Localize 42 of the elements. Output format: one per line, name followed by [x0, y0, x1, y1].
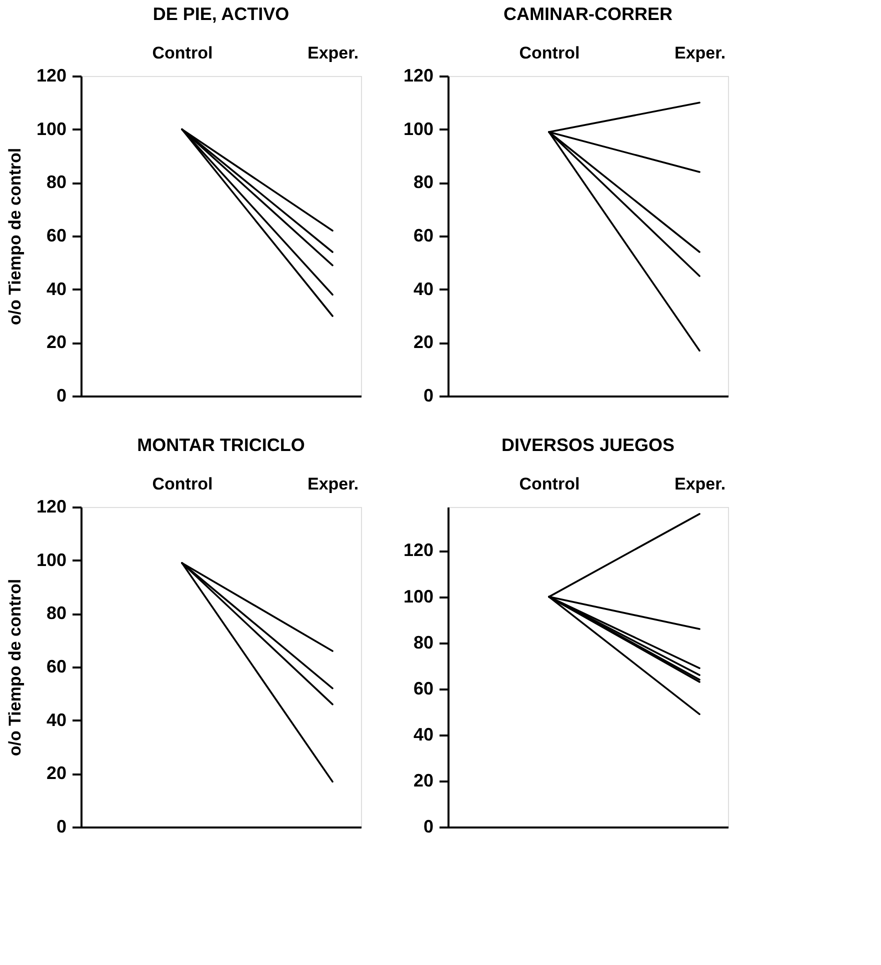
y-tick-label: 0 [56, 386, 66, 406]
chart-title: CAMINAR-CORRER [504, 4, 672, 24]
y-tick-label: 40 [413, 278, 434, 299]
y-tick-label: 20 [46, 332, 66, 352]
y-tick-label: 80 [413, 172, 434, 192]
y-tick-label: 80 [413, 632, 434, 652]
y-tick-label: 20 [413, 332, 434, 352]
y-tick-label: 100 [36, 118, 66, 139]
y-tick-label: 120 [36, 496, 66, 516]
y-tick-label: 40 [46, 710, 66, 730]
x-tick-label: Control [519, 44, 580, 62]
y-tick-label: 120 [403, 66, 434, 86]
x-tick-label: Control [519, 474, 580, 494]
y-tick-label: 60 [413, 226, 434, 246]
chart-title: MONTAR TRICICLO [137, 435, 305, 455]
x-tick-label: Control [152, 474, 213, 494]
y-axis-title: o/o Tiempo de control [5, 148, 24, 326]
y-tick-label: 60 [46, 656, 66, 676]
x-tick-label: Exper. [674, 44, 726, 62]
y-tick-label: 80 [46, 603, 66, 624]
y-axis-title: o/o Tiempo de control [5, 578, 24, 756]
chart-title: DE PIE, ACTIVO [152, 4, 290, 24]
y-tick-label: 40 [46, 278, 66, 299]
y-tick-label: 100 [403, 586, 434, 606]
y-tick-label: 60 [46, 226, 66, 246]
y-tick-label: 40 [413, 724, 434, 744]
y-tick-label: 60 [413, 678, 434, 698]
y-tick-label: 100 [403, 118, 434, 139]
x-tick-label: Control [152, 44, 213, 62]
y-tick-label: 100 [36, 550, 66, 570]
x-tick-label: Exper. [674, 474, 726, 494]
y-tick-label: 0 [423, 816, 434, 836]
x-tick-label: Exper. [307, 474, 359, 494]
x-tick-label: Exper. [307, 44, 359, 62]
y-tick-label: 20 [413, 770, 434, 790]
y-tick-label: 80 [46, 172, 66, 192]
y-tick-label: 120 [403, 540, 434, 560]
chart-title: DIVERSOS JUEGOS [501, 435, 675, 455]
y-tick-label: 0 [56, 816, 66, 836]
y-tick-label: 120 [36, 66, 66, 86]
y-tick-label: 0 [423, 386, 434, 406]
y-tick-label: 20 [46, 763, 66, 784]
